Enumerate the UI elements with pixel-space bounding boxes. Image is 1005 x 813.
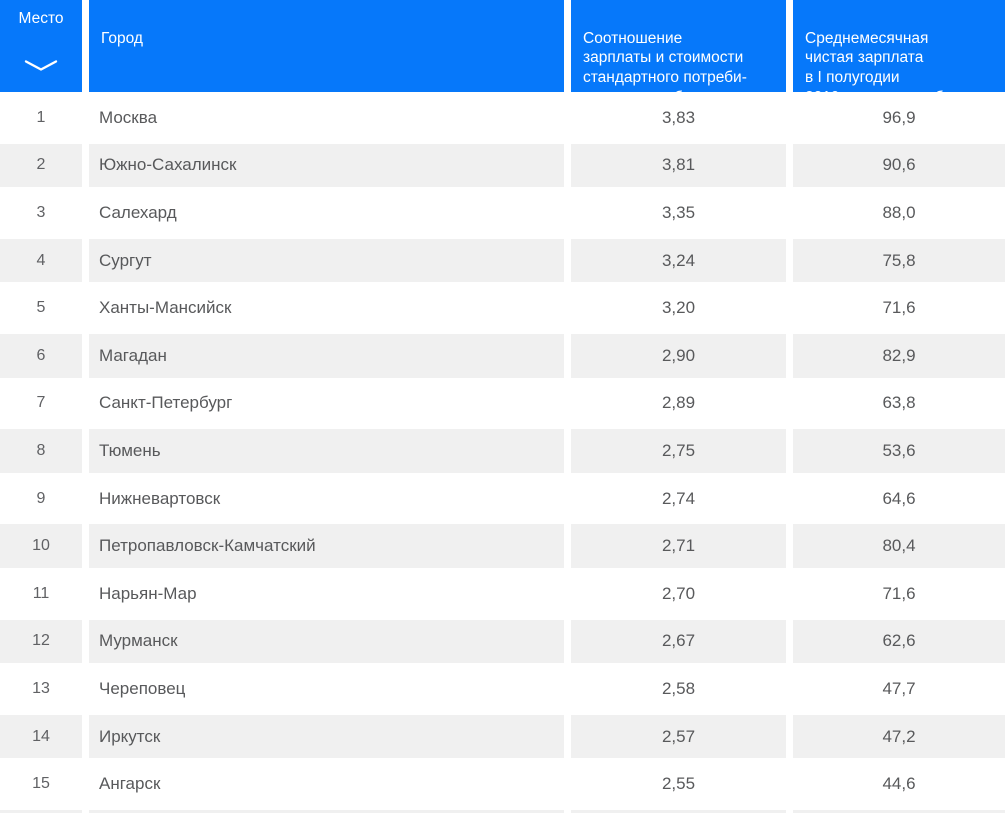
salary-cell: 71,6 [882,298,916,318]
table-header-row: Место Город Соотношение зарплаты и стоим… [0,0,1005,106]
table-row: 2 Южно-Сахалинск 3,81 90,6 [0,142,1005,190]
ratio-cell: 3,35 [661,202,696,222]
rank-cell: 13 [32,679,50,697]
column-header-city: Город [89,0,564,92]
salary-cell: 47,2 [793,714,1005,759]
ratio-cell: 2,75 [571,429,786,473]
rank-cell: 8 [0,429,82,473]
table-row: 11 Нарьян-Мар 2,70 71,6 [0,570,1005,618]
ratio-cell: 2,67 [571,619,786,664]
rank-cell: 10 [0,524,82,568]
rank-cell: 15 [32,775,50,793]
city-cell: Москва [99,107,158,127]
column-header-ratio-label: Соотношение зарплаты и стоимости стандар… [583,29,747,106]
rank-cell: 4 [0,238,82,283]
table-row: 5 Ханты-Мансийск 3,20 71,6 [0,284,1005,332]
salary-cell: 80,4 [793,524,1005,568]
salary-cell: 62,6 [793,619,1005,664]
column-header-salary: Среднемесячная чистая зарплата в I полуг… [793,0,1005,106]
ratio-cell: 3,20 [661,298,696,318]
salary-cell: 75,8 [793,238,1005,283]
ratio-cell: 2,57 [571,714,786,759]
table-row: 10 Петропавловск-Камчатский 2,71 80,4 [0,522,1005,570]
rank-cell: 5 [36,299,46,317]
salary-cell: 44,6 [882,774,916,794]
table-row: 13 Череповец 2,58 47,7 [0,665,1005,713]
ratio-cell: 2,55 [661,774,696,794]
salary-cell: 64,6 [882,488,916,508]
city-cell: Южно-Сахалинск [89,143,564,188]
table-row: 7 Санкт-Петербург 2,89 63,8 [0,380,1005,428]
city-cell: Череповец [99,678,186,698]
table-row: 1 Москва 3,83 96,9 [0,94,1005,142]
rank-cell: 7 [36,394,46,412]
ratio-cell: 2,58 [661,678,696,698]
table-row: 14 Иркутск 2,57 47,2 [0,713,1005,761]
city-cell: Магадан [89,333,564,378]
salary-cell: 71,6 [882,583,916,603]
table-body: 1 Москва 3,83 96,9 2 Южно-Сахалинск 3,81… [0,94,1005,808]
column-header-city-label: Город [101,29,143,47]
rank-cell: 9 [36,489,46,507]
table-row: 6 Магадан 2,90 82,9 [0,332,1005,380]
salary-cell: 90,6 [793,143,1005,188]
ratio-cell: 2,90 [571,333,786,378]
city-cell: Мурманск [89,619,564,664]
ratio-cell: 2,74 [661,488,696,508]
column-header-place[interactable]: Место [0,0,82,92]
ratio-cell: 2,71 [571,524,786,568]
city-cell: Салехард [99,202,177,222]
clipped-next-row [0,808,1005,813]
city-cell: Ангарск [99,774,161,794]
table-row: 15 Ангарск 2,55 44,6 [0,760,1005,808]
city-cell: Ханты-Мансийск [99,298,232,318]
city-cell: Тюмень [89,429,564,473]
city-cell: Сургут [89,238,564,283]
city-cell: Нижневартовск [99,488,221,508]
ratio-cell: 3,24 [571,238,786,283]
table-row: 12 Мурманск 2,67 62,6 [0,618,1005,666]
rank-cell: 1 [36,108,46,126]
rank-cell: 3 [36,203,46,221]
salary-cell: 96,9 [882,107,916,127]
table-row: 8 Тюмень 2,75 53,6 [0,427,1005,475]
city-cell: Иркутск [89,714,564,759]
rank-cell: 12 [0,619,82,664]
table-row: 4 Сургут 3,24 75,8 [0,237,1005,285]
ratio-cell: 3,83 [661,107,696,127]
rank-cell: 6 [0,333,82,378]
city-cell: Санкт-Петербург [99,393,233,413]
column-header-place-label: Место [18,10,64,27]
table-row: 3 Салехард 3,35 88,0 [0,189,1005,237]
column-header-salary-label: Среднемесячная чистая зарплата в I полуг… [805,29,948,106]
salary-cell: 88,0 [882,202,916,222]
salary-cell: 53,6 [793,429,1005,473]
ratio-cell: 2,89 [661,393,696,413]
rank-cell: 11 [32,584,50,602]
salary-cell: 63,8 [882,393,916,413]
rank-cell: 2 [0,143,82,188]
chevron-down-icon[interactable] [24,39,58,78]
column-header-ratio: Соотношение зарплаты и стоимости стандар… [571,0,786,106]
city-cell: Нарьян-Мар [99,583,197,603]
table-row: 9 Нижневартовск 2,74 64,6 [0,475,1005,523]
salary-cell: 82,9 [793,333,1005,378]
ratio-cell: 3,81 [571,143,786,188]
rank-cell: 14 [0,714,82,759]
ratio-cell: 2,70 [661,583,696,603]
salary-cell: 47,7 [882,678,916,698]
city-cell: Петропавловск-Камчатский [89,524,564,568]
